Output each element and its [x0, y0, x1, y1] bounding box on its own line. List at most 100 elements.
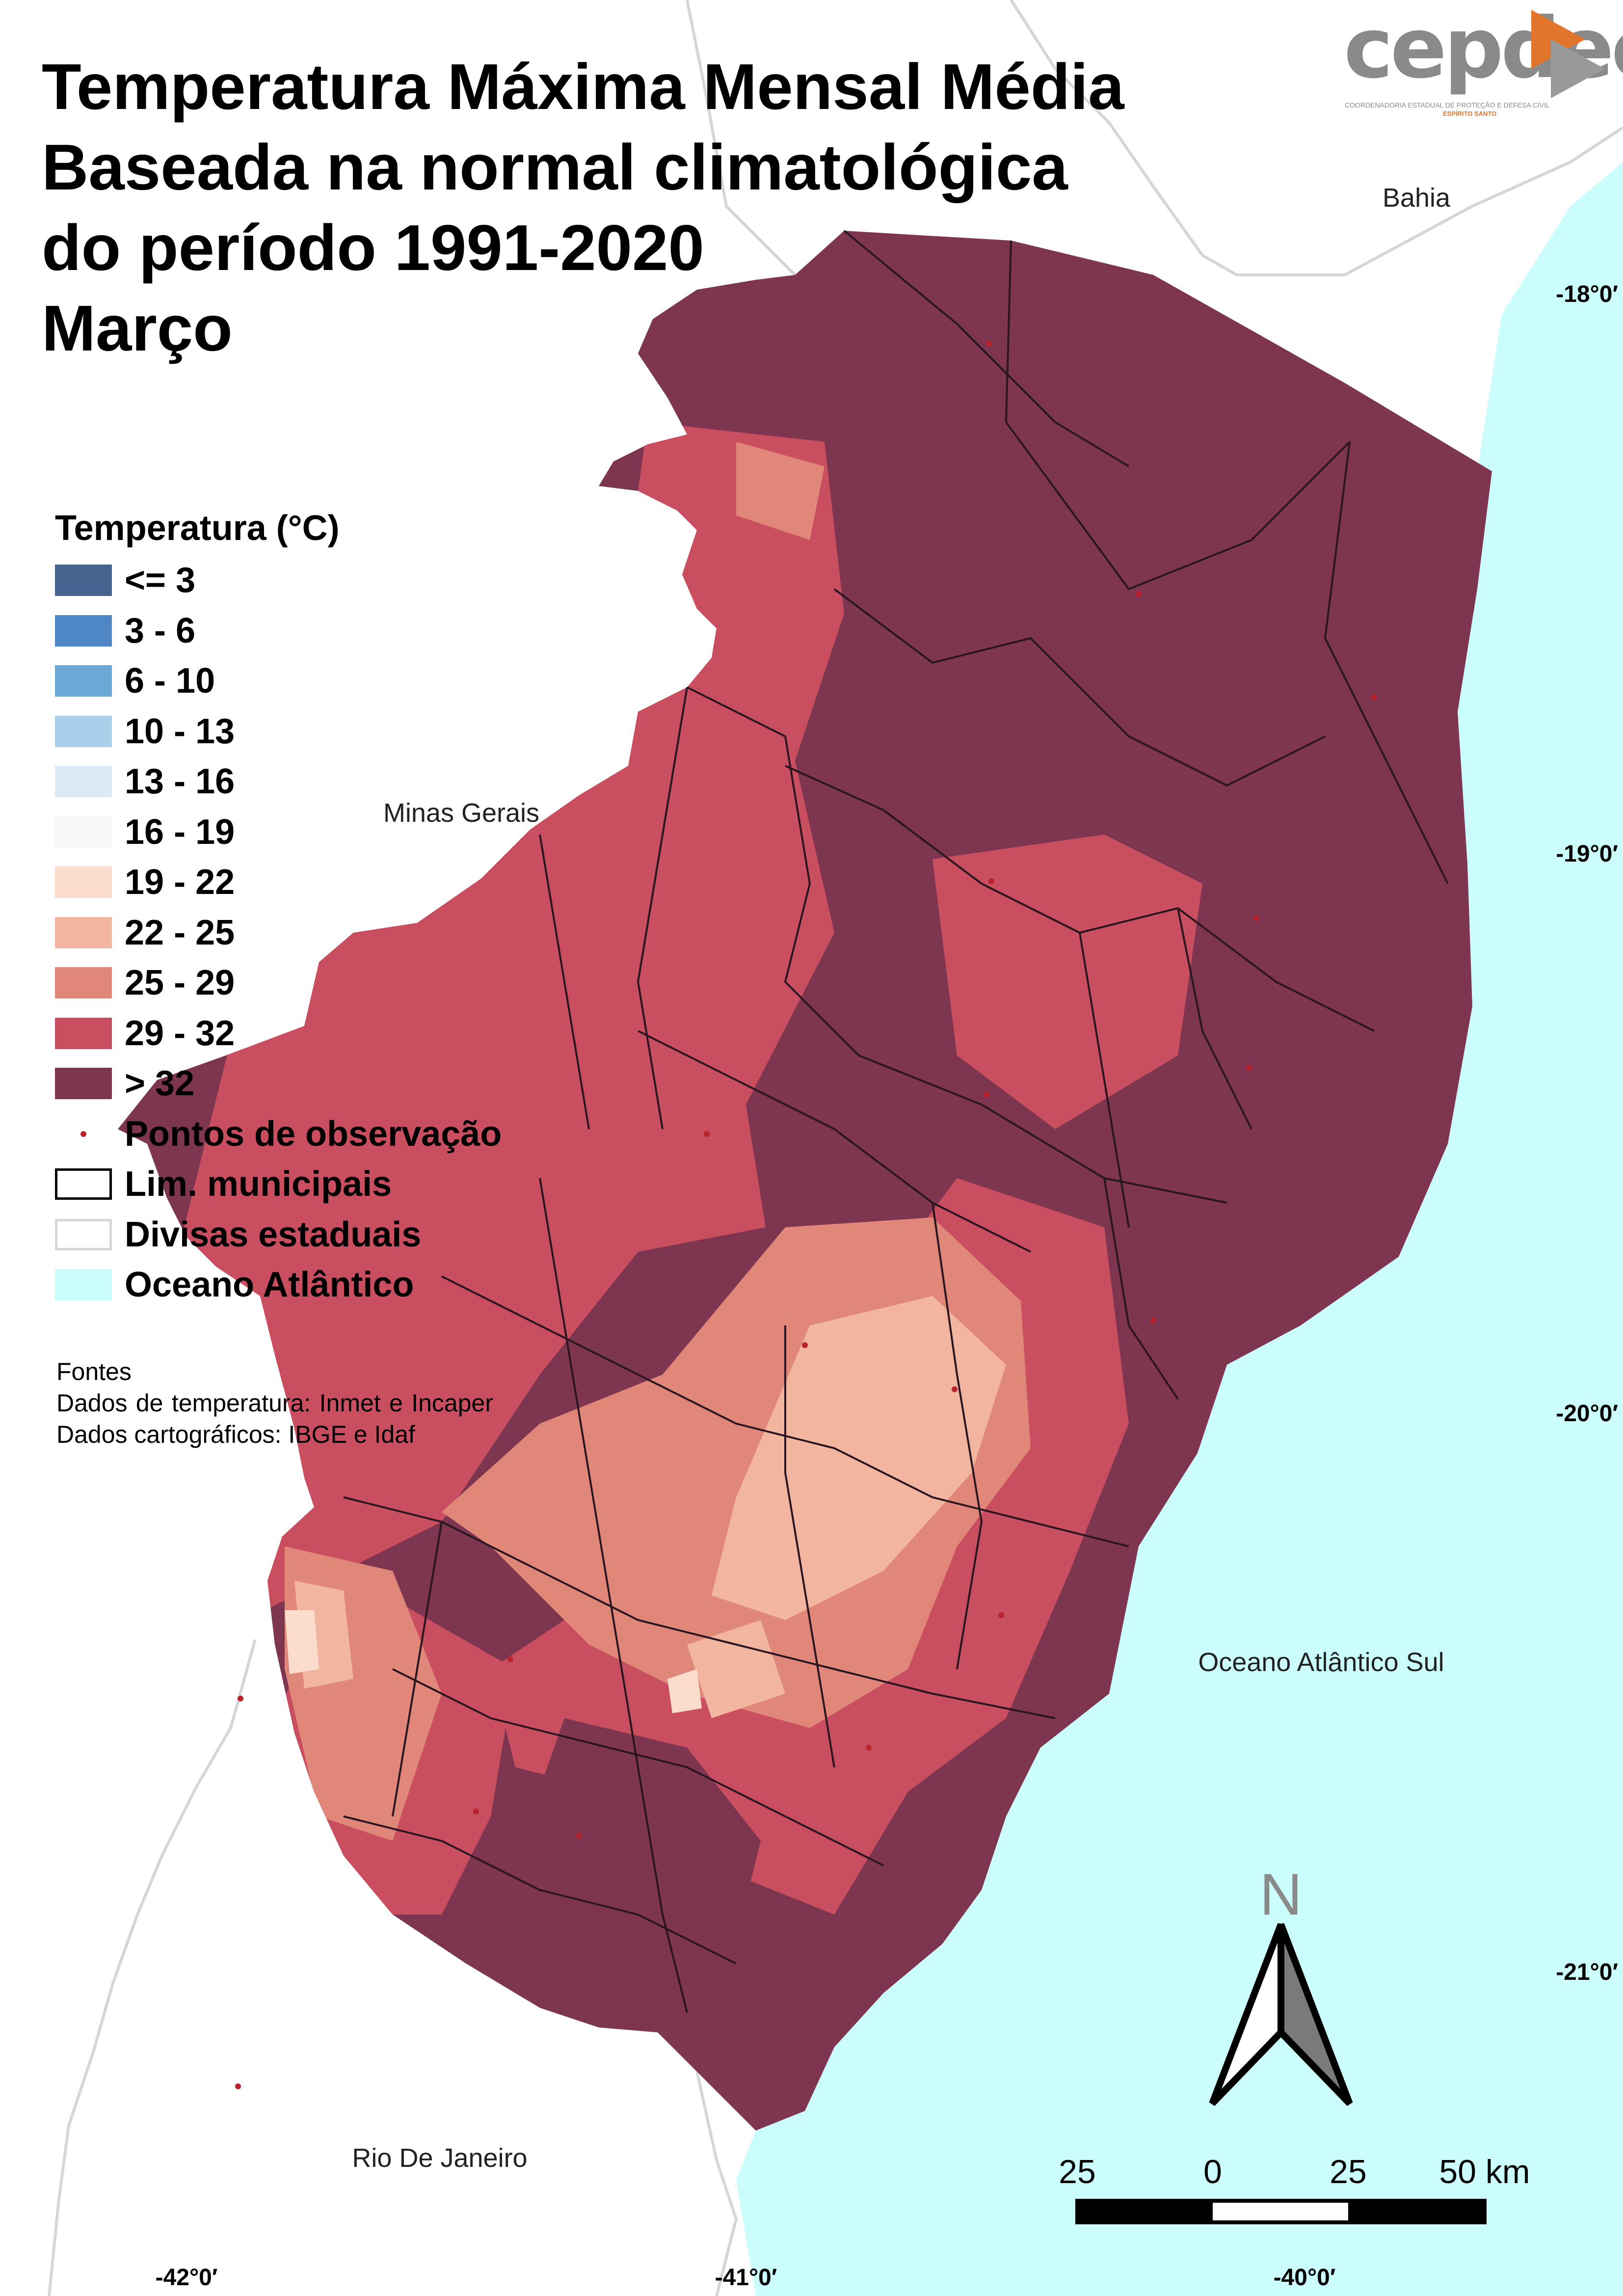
legend-label: <= 3 [125, 561, 196, 600]
coord-lat-19: -19°0′ [1556, 841, 1618, 867]
legend-swatch [55, 1068, 112, 1100]
temperature-zone-19-22 [285, 1610, 702, 1713]
coord-lon-40: -40°0′ [1273, 2265, 1336, 2291]
observation-point [802, 1342, 808, 1348]
observation-point [576, 1833, 582, 1839]
observation-point [984, 1092, 989, 1098]
legend-swatch [55, 967, 112, 999]
legend-label: 22 - 25 [125, 913, 235, 952]
observation-point [866, 1745, 872, 1751]
observation-point [988, 878, 994, 884]
legend-label: Lim. municipais [125, 1164, 392, 1204]
legend-swatch [55, 866, 112, 898]
legend-item-class: 6 - 10 [55, 656, 502, 706]
state-border-swatch [55, 1218, 112, 1250]
legend-label: 6 - 10 [125, 661, 215, 701]
legend-label: 16 - 19 [125, 812, 235, 852]
north-arrow-label: N [1260, 1862, 1303, 1927]
legend-item-ocean: Oceano Atlântico [55, 1260, 502, 1310]
observation-point [507, 1656, 513, 1662]
legend-swatch [55, 565, 112, 596]
scale-label-50-km: 50 km [1439, 2153, 1530, 2190]
legend-swatch [55, 715, 112, 747]
scale-label-25-right: 25 [1330, 2153, 1367, 2190]
logo-subtitle-state: ESPÍRITO SANTO [1443, 110, 1497, 117]
label-oceano-atlantico-sul: Oceano Atlântico Sul [1198, 1648, 1444, 1677]
municipal-limit-swatch [55, 1168, 112, 1200]
map-title: Temperatura Máxima Mensal Média Baseada … [42, 47, 1124, 369]
sources-temperature: Dados de temperatura: Inmet e Incaper [56, 1389, 493, 1417]
legend-title: Temperatura (°C) [55, 509, 340, 548]
legend-label: 29 - 32 [125, 1013, 235, 1053]
label-minas-gerais: Minas Gerais [383, 798, 540, 828]
legend-item-class: 22 - 25 [55, 908, 502, 958]
legend-item-class: 19 - 22 [55, 857, 502, 908]
observation-point [1371, 694, 1377, 700]
legend-item-observation-points: Pontos de observação [55, 1109, 502, 1160]
municipal-limits [343, 230, 1449, 2013]
sources-heading: Fontes [56, 1358, 132, 1385]
legend-label: Pontos de observação [125, 1114, 502, 1154]
sources-block: Fontes Dados de temperatura: Inmet e Inc… [56, 1356, 493, 1450]
logo-subtitle: COORDENADORIA ESTADUAL DE PROTEÇÃO E DEF… [1345, 101, 1550, 109]
legend-item-class: <= 3 [55, 555, 502, 606]
legend-swatch [55, 1017, 112, 1049]
legend-item-municipal-limits: Lim. municipais [55, 1159, 502, 1210]
legend: Temperatura (°C) <= 3 3 - 6 6 - 10 10 - 13 1… [55, 508, 502, 1310]
label-bahia: Bahia [1382, 183, 1451, 213]
legend-item-class: 10 - 13 [55, 706, 502, 757]
scale-label-25-left: 25 [1059, 2153, 1096, 2190]
title-line-2: Baseada na normal climatológica [42, 131, 1068, 203]
legend-label: > 32 [125, 1064, 195, 1104]
legend-swatch [55, 766, 112, 798]
scale-label-0: 0 [1203, 2153, 1222, 2190]
coord-lon-42: -42°0′ [155, 2265, 218, 2291]
coord-lat-20: -20°0′ [1556, 1401, 1618, 1427]
title-line-3: do período 1991-2020 [42, 212, 704, 284]
observation-point [1253, 915, 1259, 921]
observation-point [998, 1612, 1004, 1618]
legend-item-class: 16 - 19 [55, 807, 502, 858]
legend-label: Divisas estaduais [125, 1215, 422, 1254]
legend-label: 10 - 13 [125, 711, 235, 751]
legend-item-state-borders: Divisas estaduais [55, 1210, 502, 1260]
espirito-santo-state[interactable] [118, 230, 1492, 2131]
observation-point [704, 1131, 710, 1137]
legend-item-class: > 32 [55, 1058, 502, 1109]
observation-point [235, 2083, 241, 2089]
logo-arrow-icon [1531, 10, 1605, 98]
title-line-1: Temperatura Máxima Mensal Média [42, 51, 1124, 123]
observation-point [986, 341, 992, 347]
observation-point [1136, 591, 1142, 597]
legend-label: 25 - 29 [125, 963, 235, 1003]
north-arrow: N [1209, 1862, 1353, 2106]
legend-item-class: 13 - 16 [55, 756, 502, 807]
observation-point-icon [55, 1118, 112, 1150]
legend-item-class: 25 - 29 [55, 958, 502, 1008]
observation-point [1246, 1065, 1252, 1071]
state-borders [48, 0, 1623, 2296]
cepdec-logo: cepdec COORDENADORIA ESTADUAL DE PROTEÇÃ… [1340, 0, 1623, 123]
title-month: Março [42, 292, 233, 364]
observation-point [473, 1809, 479, 1814]
observation-points [235, 341, 1377, 2089]
coord-lon-41: -41°0′ [715, 2265, 777, 2291]
legend-item-class: 29 - 32 [55, 1008, 502, 1059]
atlantic-ocean [736, 162, 1623, 2296]
observation-point [952, 1386, 958, 1392]
legend-item-class: 3 - 6 [55, 606, 502, 656]
legend-classes: <= 3 3 - 6 6 - 10 10 - 13 13 - 16 16 - 19 19 -… [55, 555, 502, 1109]
coord-lat-18: -18°0′ [1556, 281, 1618, 307]
sources-cartographic: Dados cartográficos: IBGE e Idaf [56, 1421, 415, 1448]
legend-swatch [55, 615, 112, 647]
coord-lat-21: -21°0′ [1556, 1959, 1618, 1985]
label-rio-de-janeiro: Rio De Janeiro [352, 2143, 528, 2173]
legend-label: 19 - 22 [125, 863, 235, 902]
legend-swatch [55, 816, 112, 848]
ocean-swatch [55, 1269, 112, 1301]
legend-swatch [55, 917, 112, 948]
legend-swatch [55, 665, 112, 697]
legend-label: Oceano Atlântico [125, 1265, 414, 1305]
legend-label: 3 - 6 [125, 611, 196, 650]
